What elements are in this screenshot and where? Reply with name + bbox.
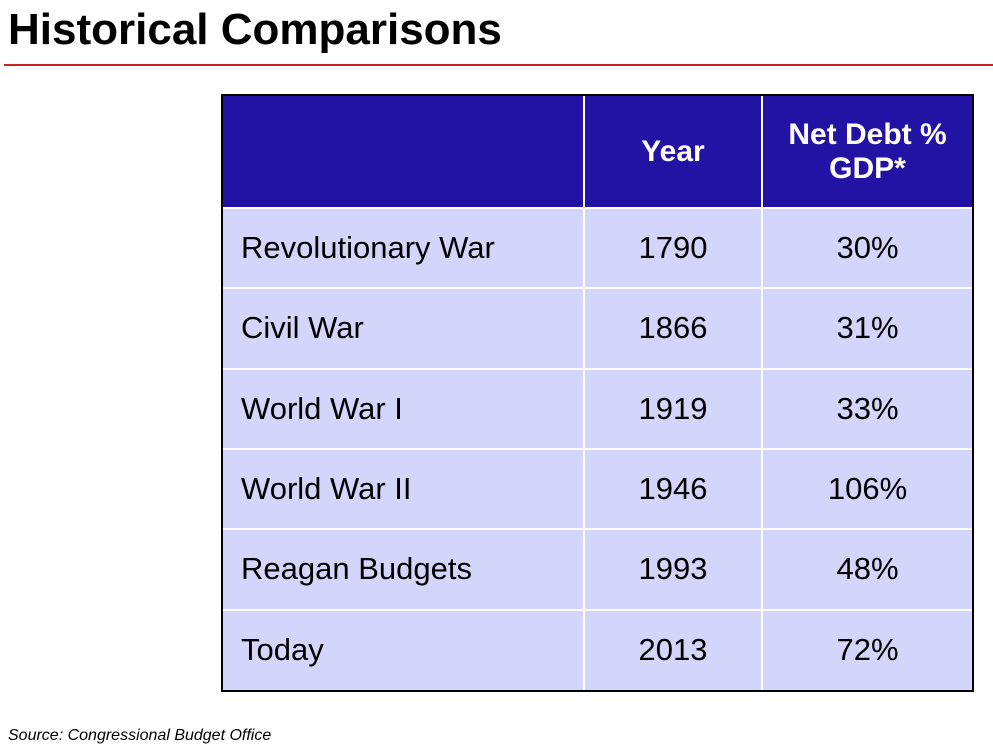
net-debt-cell: 31% [761,287,972,370]
year-cell: 1866 [583,287,763,370]
net-debt-cell: 106% [761,447,972,531]
net-debt-cell: 72% [761,608,972,690]
event-cell: World War II [223,447,585,531]
table-header-row: Year Net Debt % GDP* [223,96,972,209]
net-debt-cell: 30% [761,206,972,290]
table-row: World War I 1919 33% [223,367,972,450]
year-cell: 2013 [583,608,763,690]
event-cell: Civil War [223,287,585,370]
table-row: Today 2013 72% [223,608,972,690]
year-cell: 1919 [583,367,763,450]
header-event [223,96,585,209]
event-cell: Reagan Budgets [223,528,585,611]
event-cell: World War I [223,367,585,450]
header-net-debt: Net Debt % GDP* [761,96,972,209]
header-year: Year [583,96,763,209]
year-cell: 1993 [583,528,763,611]
data-table: Year Net Debt % GDP* Revolutionary War 1… [223,96,972,690]
year-cell: 1946 [583,447,763,531]
historical-comparisons-table: Year Net Debt % GDP* Revolutionary War 1… [221,94,974,692]
year-cell: 1790 [583,206,763,290]
net-debt-cell: 33% [761,367,972,450]
title-divider [4,64,993,66]
source-note: Source: Congressional Budget Office [8,727,272,744]
event-cell: Revolutionary War [223,206,585,290]
net-debt-cell: 48% [761,528,972,611]
table-row: World War II 1946 106% [223,447,972,531]
table-row: Reagan Budgets 1993 48% [223,528,972,611]
slide-title: Historical Comparisons [8,5,502,54]
table-row: Revolutionary War 1790 30% [223,206,972,290]
event-cell: Today [223,608,585,690]
table-row: Civil War 1866 31% [223,287,972,370]
